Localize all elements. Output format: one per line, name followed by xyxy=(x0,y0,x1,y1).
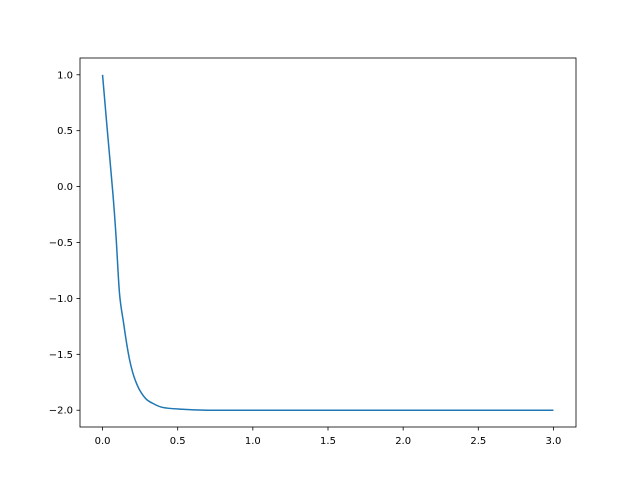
x-tick-label: 1.0 xyxy=(245,436,261,447)
y-tick-label: −1.0 xyxy=(49,294,73,305)
y-tick-label: 1.0 xyxy=(57,70,73,81)
x-tick-label: 2.0 xyxy=(395,436,411,447)
y-tick-label: −2.0 xyxy=(49,406,73,417)
series-line xyxy=(101,74,554,412)
x-tick-label: 1.5 xyxy=(320,436,336,447)
x-tick-label: 2.5 xyxy=(470,436,486,447)
y-tick-label: −0.5 xyxy=(49,238,73,249)
y-tick-label: −1.5 xyxy=(49,350,73,361)
axes-frame xyxy=(79,57,577,428)
y-tick-label: 0.0 xyxy=(57,182,73,193)
x-tick-label: 0.0 xyxy=(95,436,111,447)
x-tick-label: 3.0 xyxy=(546,436,562,447)
y-tick-label: 0.5 xyxy=(57,126,73,137)
x-tick-label: 0.5 xyxy=(170,436,186,447)
